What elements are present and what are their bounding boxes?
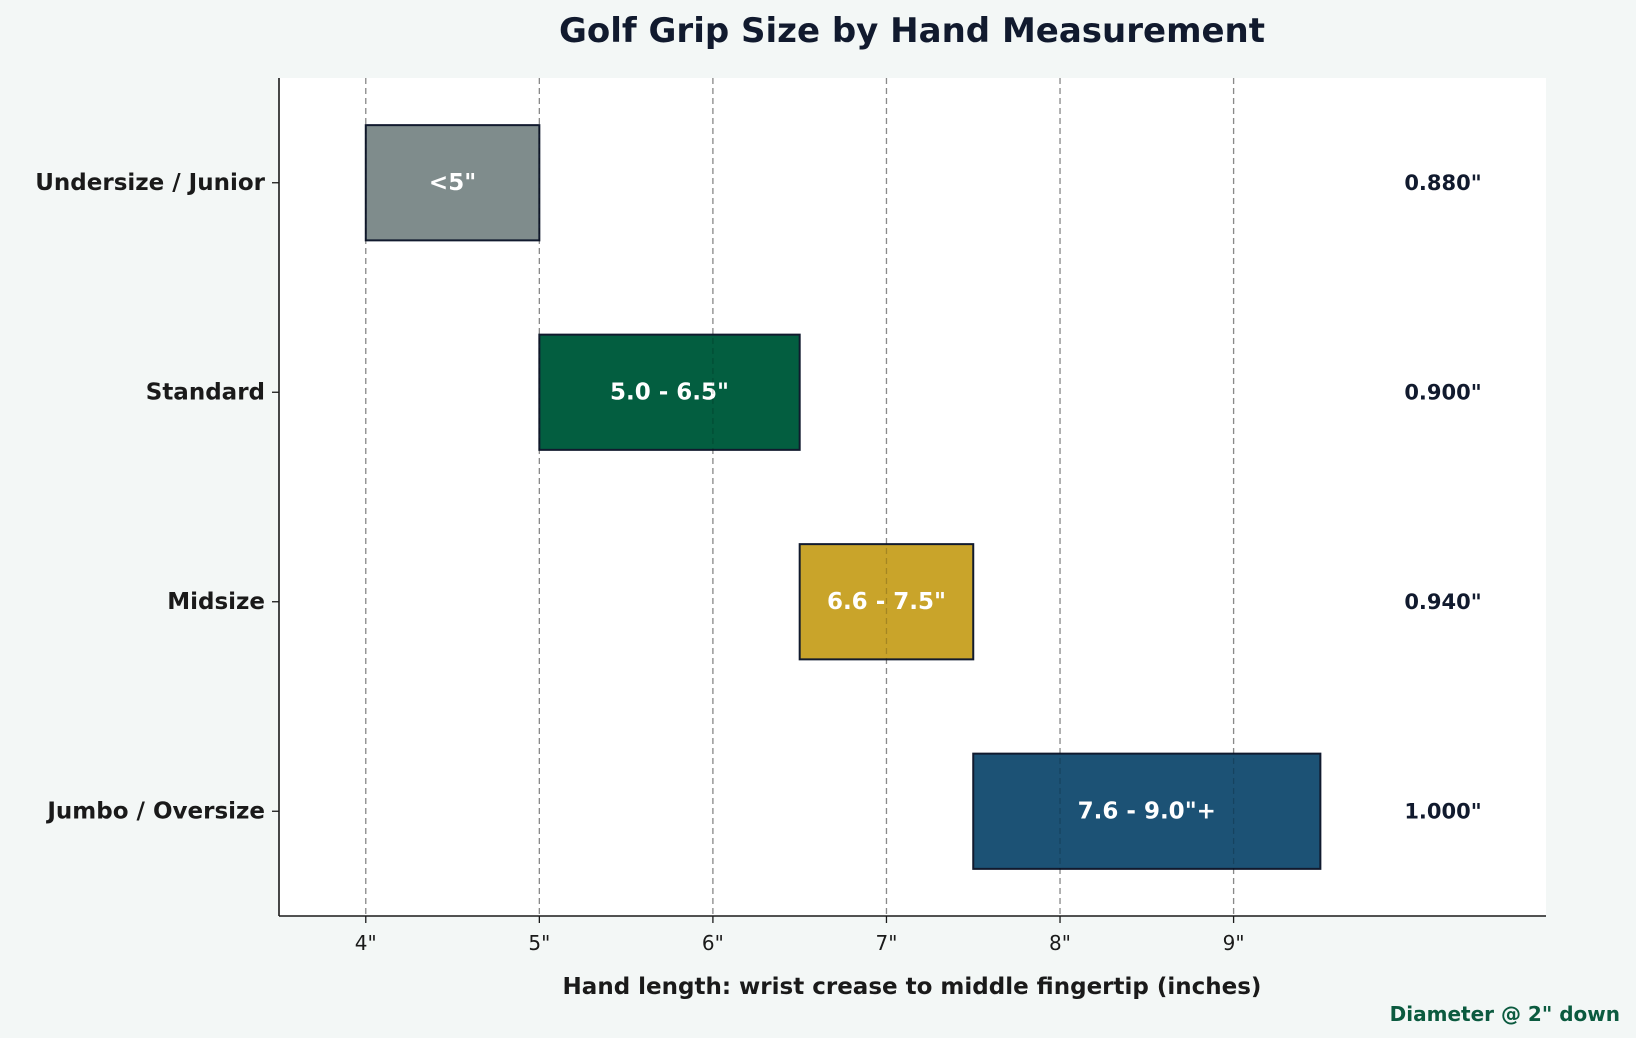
range-bar: [798, 543, 975, 661]
category-label: Undersize / Junior: [35, 170, 265, 196]
bar-range-label: <5": [429, 170, 476, 196]
category-label: Standard: [146, 379, 265, 405]
x-tick-label: 9": [1223, 931, 1245, 955]
x-tick-label: 4": [355, 931, 377, 955]
axes: 4" 5" 6" 7" 8" 9" Undersize / Junior Standard Mi…: [35, 78, 1546, 955]
x-tick-label: 5": [528, 931, 550, 955]
range-bar: [538, 333, 801, 451]
range-bar: [364, 124, 541, 242]
bar-range-label: 6.6 - 7.5": [827, 589, 946, 615]
x-tick-label: 8": [1049, 931, 1071, 955]
x-axis-label: Hand length: wrist crease to middle fing…: [563, 974, 1262, 1000]
bar-range-label: 7.6 - 9.0"+: [1078, 798, 1216, 824]
x-tick-label: 7": [875, 931, 897, 955]
range-bar: [972, 752, 1322, 870]
diameter-label: 0.900": [1404, 380, 1481, 404]
chart-title: Golf Grip Size by Hand Measurement: [559, 11, 1265, 51]
category-label: Midsize: [167, 589, 265, 615]
diameter-label: 0.880": [1404, 171, 1481, 195]
diameter-label: 0.940": [1404, 590, 1481, 614]
x-tick-label: 6": [702, 931, 724, 955]
category-label: Jumbo / Oversize: [45, 798, 265, 824]
bar-range-label: 5.0 - 6.5": [610, 379, 729, 405]
range-bars: <5" 0.880" 5.0 - 6.5" 0.900" 6.6 - 7.5" 0.940…: [364, 78, 1482, 916]
diameter-annotation: Diameter @ 2" down: [1390, 1002, 1620, 1026]
diameter-label: 1.000": [1404, 799, 1481, 823]
